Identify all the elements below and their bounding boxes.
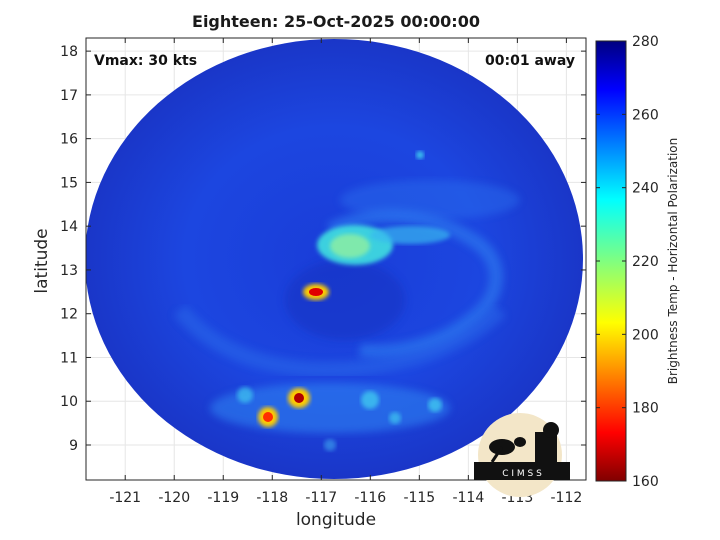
y-axis-ticks: 9 10 11 12 13 14 15 16 17 18 (60, 44, 586, 454)
cell-3 (389, 412, 401, 424)
cell-6 (324, 439, 336, 451)
y-tick-label: 9 (69, 438, 78, 454)
cimss-logo: C I M S S (474, 413, 570, 497)
x-tick-label: -116 (354, 490, 386, 506)
cell-2 (428, 398, 442, 412)
y-tick-label: 16 (60, 132, 78, 148)
colorbar-tick-label: 240 (632, 181, 659, 197)
x-tick-label: -114 (452, 490, 484, 506)
plot-frame (85, 37, 587, 481)
y-axis-label: latitude (32, 228, 52, 294)
x-tick-label: -117 (305, 490, 337, 506)
x-tick-label: -121 (109, 490, 141, 506)
x-tick-label: -115 (403, 490, 435, 506)
x-tick-label: -112 (551, 490, 583, 506)
colorbar (595, 40, 627, 482)
y-tick-label: 12 (60, 307, 78, 323)
cell-4 (237, 387, 253, 403)
x-tick-label: -120 (158, 490, 190, 506)
colorbar-tick-label: 180 (632, 401, 659, 417)
colorbar-tick-label: 280 (632, 34, 659, 50)
y-tick-label: 11 (60, 350, 78, 366)
y-tick-label: 17 (60, 88, 78, 104)
colorbar-tick-label: 260 (632, 107, 659, 123)
colorbar-tick-label: 200 (632, 327, 659, 343)
band-north-core (330, 234, 370, 258)
band-arc (370, 226, 450, 244)
x-tick-label: -118 (256, 490, 288, 506)
south-hotspot-2-center (263, 412, 273, 422)
x-axis-ticks: -121 -120 -119 -118 -117 -116 -115 -114 -113 -112 (109, 38, 582, 506)
eye-region (285, 260, 405, 340)
plot-title: Eighteen: 25-Oct-2025 00:00:00 (192, 12, 480, 31)
y-tick-label: 18 (60, 44, 78, 60)
cell-5 (416, 151, 424, 159)
x-axis-label: longitude (295, 510, 377, 530)
y-tick-label: 10 (60, 394, 78, 410)
outer-band (173, 304, 506, 378)
x-tick-label: -119 (207, 490, 239, 506)
time-away-label: 00:01 away (485, 53, 575, 69)
y-tick-label: 15 (60, 175, 78, 191)
colorbar-label: Brightness Temp - Horizontal Polarizatio… (666, 137, 680, 385)
logo-text: C I M S S (502, 469, 542, 479)
colorbar-tick-label: 220 (632, 254, 659, 270)
colorbar-tick-label: 160 (632, 474, 659, 490)
south-hotspot-1-center (294, 393, 304, 403)
core-convection-center (309, 288, 323, 296)
y-tick-label: 13 (60, 263, 78, 279)
colorbar-ticks: 160 180 200 220 240 260 280 (596, 34, 659, 490)
upper-band (340, 180, 520, 220)
cell-1 (361, 391, 379, 409)
y-tick-label: 14 (60, 219, 78, 235)
vmax-label: Vmax: 30 kts (94, 53, 198, 69)
